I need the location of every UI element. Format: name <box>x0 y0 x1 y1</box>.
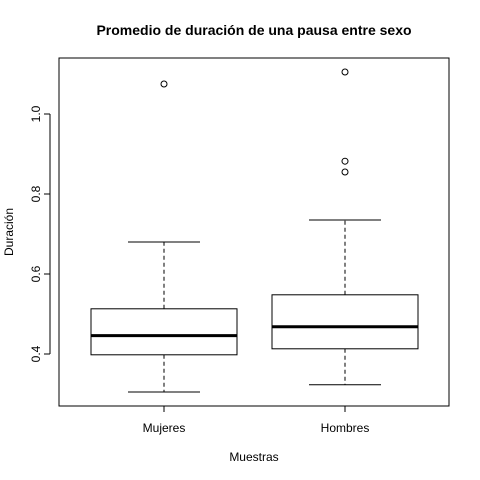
y-axis-label: Duración <box>2 208 16 256</box>
x-tick-label: Mujeres <box>143 421 186 435</box>
outlier-point <box>341 68 349 76</box>
y-axis: 0.4 0.6 0.8 1.0 <box>29 105 51 362</box>
y-tick-label: 0.4 <box>29 345 43 362</box>
iqr-box <box>90 308 238 356</box>
iqr-box <box>271 294 419 350</box>
box-mujeres <box>90 80 238 393</box>
x-axis: Mujeres Hombres <box>143 405 370 435</box>
outlier-point <box>341 168 349 176</box>
y-tick-label: 0.8 <box>29 185 43 202</box>
chart-title: Promedio de duración de una pausa entre … <box>96 22 411 38</box>
y-tick-label: 1.0 <box>29 105 43 122</box>
outlier-point <box>341 157 349 165</box>
y-tick-label: 0.6 <box>29 265 43 282</box>
x-axis-label: Muestras <box>229 450 278 464</box>
box-hombres <box>271 68 419 386</box>
outlier-point <box>160 80 168 88</box>
boxes-group <box>90 68 419 393</box>
x-tick-label: Hombres <box>321 421 370 435</box>
